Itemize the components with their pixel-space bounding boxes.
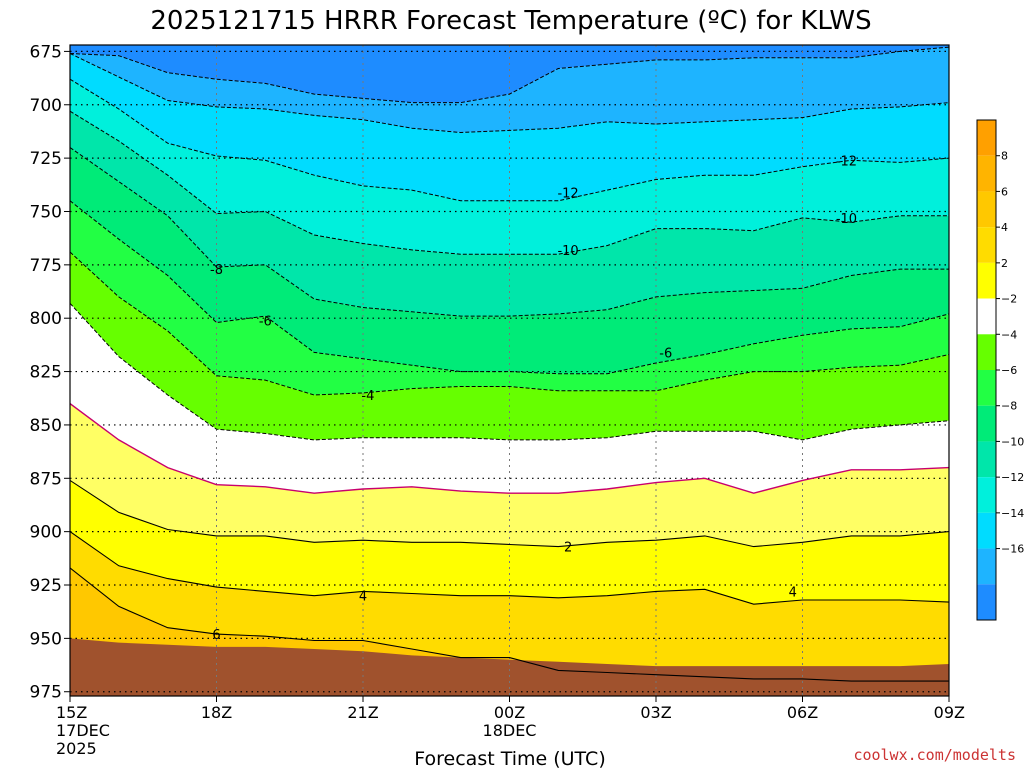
- x-tick-year: 2025: [56, 739, 97, 758]
- contour-label: 6: [212, 628, 220, 643]
- colorbar-segment: [977, 227, 996, 263]
- x-tick-date: 17DEC: [56, 721, 110, 740]
- contour-line: [70, 147, 949, 317]
- y-tick-label: 750: [30, 202, 62, 222]
- colorbar-segment: [977, 262, 996, 299]
- contour-line: [70, 78, 949, 202]
- colorbar-label: −10: [1001, 435, 1024, 448]
- contour-label: 4: [789, 585, 797, 600]
- colorbar-segment: [977, 477, 996, 513]
- colorbar-segment: [977, 548, 996, 585]
- x-tick-label: 09Z: [934, 703, 965, 722]
- contour-label: -8: [210, 263, 223, 278]
- y-tick-label: 825: [30, 363, 62, 383]
- contour-label: -6: [659, 346, 672, 361]
- contour-line: [70, 46, 949, 104]
- terrain-fill: [70, 638, 949, 696]
- contour-line: [70, 531, 949, 605]
- contour-line: [70, 567, 949, 682]
- colorbar-label: −2: [1001, 293, 1017, 306]
- contour-label: 4: [359, 590, 367, 605]
- fill-band: [70, 480, 949, 605]
- fill-band: [70, 303, 949, 494]
- y-tick-label: 850: [30, 416, 62, 436]
- contour-label: -12: [557, 186, 578, 201]
- fill-band: [70, 252, 949, 440]
- x-tick-label: 03Z: [640, 703, 671, 722]
- y-tick-label: 725: [30, 149, 62, 169]
- fill-band: [70, 147, 949, 374]
- colorbar-segment: [977, 155, 996, 192]
- y-tick-label: 975: [30, 683, 62, 703]
- y-tick-label: 950: [30, 629, 62, 649]
- colorbar-label: −4: [1001, 328, 1017, 341]
- terrain-area: [70, 638, 949, 696]
- colorbar-segment: [977, 120, 996, 156]
- credit-text: coolwx.com/modelts: [853, 746, 1016, 764]
- contour-label: -10: [557, 244, 578, 259]
- x-axis-label: Forecast Time (UTC): [414, 748, 605, 768]
- contour-line: [70, 251, 949, 396]
- colorbar-segment: [977, 298, 996, 335]
- contour-line: [70, 110, 949, 255]
- contour-line: [70, 479, 949, 548]
- fill-band: [70, 45, 949, 103]
- contour-line: [70, 200, 949, 375]
- colorbar-legend: 8 6 4 2 −2 −4 −6 −8 −10 −12 −14 −16: [976, 119, 1024, 621]
- colorbar-label: −6: [1001, 364, 1017, 377]
- colorbar-segment: [977, 334, 996, 370]
- y-tick-label: 800: [30, 309, 62, 329]
- x-tick-label: 18Z: [201, 703, 232, 722]
- colorbar-label: −14: [1001, 507, 1024, 520]
- chart-title: 2025121715 HRRR Forecast Temperature (ºC…: [150, 6, 871, 36]
- fill-band: [70, 111, 949, 317]
- grid-lines: [70, 45, 949, 696]
- colorbar-label: 2: [1001, 257, 1008, 270]
- contour-label: -12: [836, 154, 857, 169]
- fill-band: [70, 53, 949, 201]
- y-tick-label: 875: [30, 469, 62, 489]
- y-tick-label: 900: [30, 523, 62, 543]
- y-tick-label: 700: [30, 96, 62, 116]
- x-tick-label: 06Z: [787, 703, 818, 722]
- colorbar-label: 4: [1001, 221, 1008, 234]
- colorbar-segment: [977, 370, 996, 406]
- contour-line: [70, 53, 949, 134]
- y-tick-label: 925: [30, 576, 62, 596]
- contour-label: 2: [564, 541, 572, 556]
- colorbar-label: 6: [1001, 185, 1008, 198]
- colorbar-segment: [977, 512, 996, 549]
- y-axis-ticks: 675 700 725 750 775 800 825 850 875 900 925 950 975: [30, 42, 70, 703]
- fill-band: [70, 531, 949, 682]
- colorbar-segment: [977, 405, 996, 442]
- fill-band: [70, 47, 949, 133]
- fill-band: [70, 403, 949, 547]
- x-tick-date: 18DEC: [483, 721, 537, 740]
- contour-label: -6: [259, 314, 272, 329]
- x-tick-label: 00Z: [494, 703, 525, 722]
- contour-label: -4: [361, 389, 374, 404]
- contour-lines: [70, 46, 949, 682]
- fill-band: [70, 200, 949, 395]
- contour-labels: -12 -12 -10 -10 -8 -6 -6 -4 2 4 4 6: [210, 154, 857, 643]
- y-tick-label: 775: [30, 256, 62, 276]
- colorbar-label: 8: [1001, 150, 1008, 163]
- y-tick-label: 675: [30, 42, 62, 62]
- contour-line: [70, 403, 949, 494]
- contour-line: [70, 302, 949, 441]
- colorbar-segment: [977, 441, 996, 478]
- x-tick-label: 21Z: [347, 703, 378, 722]
- fill-band: [70, 79, 949, 255]
- colorbar-label: −16: [1001, 543, 1024, 556]
- x-tick-label: 15Z: [56, 703, 87, 722]
- colorbar-segment: [977, 584, 996, 620]
- colorbar-segment: [977, 191, 996, 228]
- contour-label: -10: [836, 212, 857, 227]
- colorbar-label: −8: [1001, 400, 1017, 413]
- colorbar-label: −12: [1001, 471, 1024, 484]
